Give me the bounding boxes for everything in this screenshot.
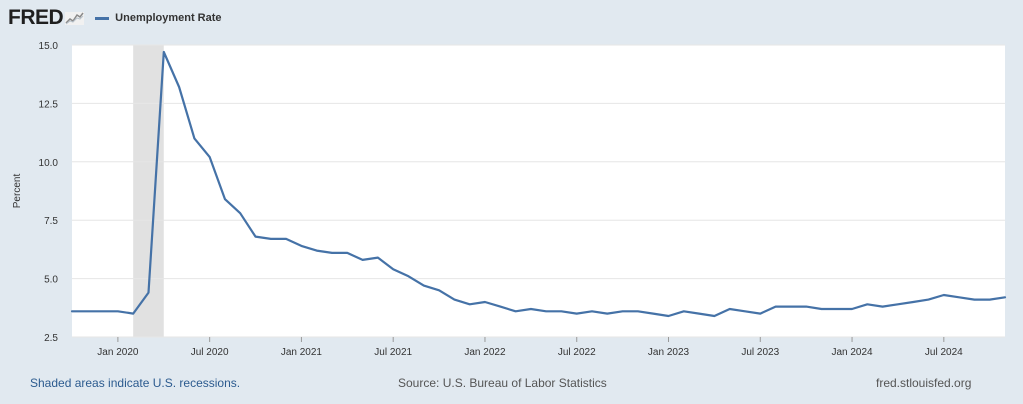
data-point[interactable] <box>834 306 839 311</box>
data-point[interactable] <box>161 50 166 55</box>
data-point[interactable] <box>253 234 258 239</box>
data-point[interactable] <box>635 309 640 314</box>
data-point[interactable] <box>880 304 885 309</box>
x-tick-label: Jul 2022 <box>558 347 596 358</box>
data-point[interactable] <box>467 302 472 307</box>
data-point[interactable] <box>284 236 289 241</box>
x-tick-label: Jan 2023 <box>648 347 690 358</box>
y-tick-label: 15.0 <box>39 41 59 52</box>
data-point[interactable] <box>788 304 793 309</box>
x-axis: Jan 2020 Jul 2020 Jan 2021 Jul 2021 Jan 2022… <box>97 337 963 358</box>
data-point[interactable] <box>697 311 702 316</box>
data-point[interactable] <box>391 267 396 272</box>
legend-swatch <box>95 16 110 20</box>
x-tick-label: Jan 2024 <box>831 347 873 358</box>
x-tick-label: Jan 2022 <box>464 347 506 358</box>
x-tick-label: Jul 2023 <box>741 347 779 358</box>
y-tick-label: 5.0 <box>44 275 58 286</box>
data-point[interactable] <box>666 313 671 318</box>
data-point[interactable] <box>452 297 457 302</box>
data-point[interactable] <box>482 299 487 304</box>
data-point[interactable] <box>406 274 411 279</box>
data-point[interactable] <box>421 283 426 288</box>
data-point[interactable] <box>207 155 212 160</box>
data-point[interactable] <box>268 236 273 241</box>
data-point[interactable] <box>911 299 916 304</box>
data-point[interactable] <box>513 309 518 314</box>
data-point[interactable] <box>590 309 595 314</box>
x-tick-label: Jan 2020 <box>97 347 139 358</box>
data-point[interactable] <box>115 309 120 314</box>
y-axis: 2.5 5.0 7.5 10.0 12.5 15.0 <box>39 41 59 344</box>
data-point[interactable] <box>528 306 533 311</box>
data-point[interactable] <box>865 302 870 307</box>
data-point[interactable] <box>957 295 962 300</box>
y-axis-label: Percent <box>12 174 23 209</box>
data-point[interactable] <box>712 313 717 318</box>
grid-layer <box>72 44 1005 338</box>
y-tick-label: 7.5 <box>44 216 58 227</box>
x-tick-label: Jan 2021 <box>281 347 323 358</box>
header: FRED Unemployment Rate <box>8 6 222 30</box>
data-point[interactable] <box>100 309 105 314</box>
data-point[interactable] <box>1003 295 1008 300</box>
data-point[interactable] <box>299 243 304 248</box>
data-point[interactable] <box>177 85 182 90</box>
y-tick-label: 12.5 <box>39 99 59 110</box>
data-point[interactable] <box>895 302 900 307</box>
data-point[interactable] <box>314 248 319 253</box>
data-point[interactable] <box>773 304 778 309</box>
fred-logo-chart-icon <box>65 12 85 25</box>
site-link[interactable]: fred.stlouisfed.org <box>876 376 972 390</box>
x-tick-label: Jul 2021 <box>374 347 412 358</box>
data-point[interactable] <box>620 309 625 314</box>
data-point[interactable] <box>192 136 197 141</box>
data-point[interactable] <box>70 309 75 314</box>
data-point[interactable] <box>498 304 503 309</box>
data-point[interactable] <box>574 311 579 316</box>
data-point[interactable] <box>222 197 227 202</box>
data-point[interactable] <box>972 297 977 302</box>
plot-area <box>72 45 1005 337</box>
y-tick-label: 2.5 <box>44 333 58 344</box>
data-point[interactable] <box>926 297 931 302</box>
data-point[interactable] <box>651 311 656 316</box>
fred-logo[interactable]: FRED <box>8 6 64 29</box>
series-line-unemployment-rate <box>70 50 1007 318</box>
legend: Unemployment Rate <box>95 12 222 24</box>
source-text: Source: U.S. Bureau of Labor Statistics <box>398 376 607 390</box>
data-point[interactable] <box>238 211 243 216</box>
data-point[interactable] <box>819 306 824 311</box>
data-point[interactable] <box>758 311 763 316</box>
data-point[interactable] <box>360 257 365 262</box>
data-point[interactable] <box>804 304 809 309</box>
x-tick-label: Jul 2020 <box>191 347 229 358</box>
data-point[interactable] <box>742 309 747 314</box>
y-tick-label: 10.0 <box>39 158 59 169</box>
data-point[interactable] <box>146 290 151 295</box>
data-point[interactable] <box>727 306 732 311</box>
data-point[interactable] <box>437 288 442 293</box>
x-tick-label: Jul 2024 <box>925 347 963 358</box>
series-layer <box>70 50 1008 318</box>
data-point[interactable] <box>375 255 380 260</box>
data-point[interactable] <box>681 309 686 314</box>
data-point[interactable] <box>850 306 855 311</box>
data-point[interactable] <box>605 311 610 316</box>
data-point[interactable] <box>330 250 335 255</box>
data-point[interactable] <box>131 311 136 316</box>
data-point[interactable] <box>345 250 350 255</box>
recession-note: Shaded areas indicate U.S. recessions. <box>30 376 241 390</box>
legend-series-label: Unemployment Rate <box>115 12 222 24</box>
data-point[interactable] <box>559 309 564 314</box>
data-point[interactable] <box>85 309 90 314</box>
data-point[interactable] <box>941 292 946 297</box>
data-point[interactable] <box>544 309 549 314</box>
data-point[interactable] <box>987 297 992 302</box>
